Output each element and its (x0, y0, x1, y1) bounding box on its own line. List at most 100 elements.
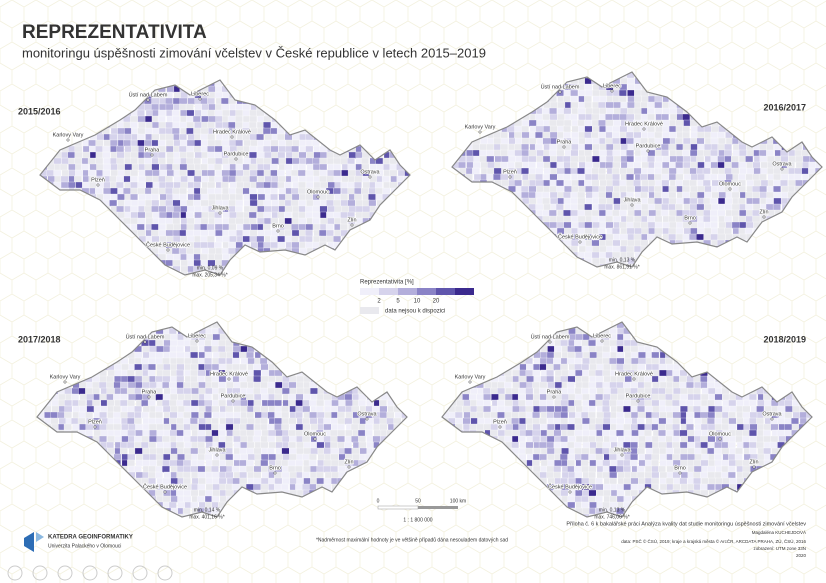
city-marker (762, 215, 766, 219)
city-marker (728, 187, 732, 191)
toolbar-button[interactable] (57, 565, 73, 581)
city-label: Brno (674, 465, 686, 471)
panel-label: 2015/2016 (18, 106, 61, 116)
city-label: Jihlava (211, 205, 229, 211)
scale-tick: 50 (415, 498, 421, 504)
legend-swatch (417, 288, 436, 295)
city-label: Zlín (749, 459, 758, 465)
city-label: Hradec Králové (213, 129, 251, 135)
country-outline (39, 79, 411, 276)
city-marker (218, 211, 222, 215)
city-marker (498, 425, 502, 429)
city-marker (552, 395, 556, 399)
country-outline (36, 321, 408, 518)
city-marker (347, 465, 351, 469)
city-label: Olomouc (719, 181, 741, 187)
city-marker (143, 340, 147, 344)
min-value: min. 0,13 % (609, 257, 636, 263)
city-label: Olomouc (304, 431, 326, 437)
city-label: Praha (145, 147, 161, 153)
city-marker (568, 490, 572, 494)
city-marker (147, 395, 151, 399)
city-marker (227, 377, 231, 381)
city-marker (368, 175, 372, 179)
legend-break: 20 (433, 299, 440, 305)
city-marker (313, 437, 317, 441)
city-label: České Budějovice (558, 233, 602, 240)
country-outline (451, 71, 823, 268)
toolbar-button[interactable] (132, 565, 148, 581)
city-marker (365, 417, 369, 421)
city-marker (548, 340, 552, 344)
credit-line: Magdaléna KUCHEJDOVÁ (752, 529, 806, 535)
city-label: Liberec (191, 91, 209, 97)
credit-line: data: PSČ © ČSÚ, 2019; kraje a krajská m… (621, 538, 806, 544)
min-value: min. 0,13 % (599, 507, 626, 513)
city-label: Hradec Králové (210, 371, 248, 377)
toolbar-button[interactable] (82, 565, 98, 581)
credit-line: Příloha č. 6 k bakalářské práci Analýza … (566, 521, 806, 527)
scale-ratio: 1 : 1 800 000 (403, 517, 432, 523)
city-marker (562, 145, 566, 149)
legend-swatch (379, 288, 398, 295)
legend-no-data-swatch (360, 307, 379, 314)
city-label: Praha (142, 389, 158, 395)
city-marker (678, 471, 682, 475)
legend-break: 2 (377, 299, 381, 305)
city-marker (195, 339, 199, 343)
city-label: Zlín (344, 459, 353, 465)
city-label: Hradec Králové (625, 121, 663, 127)
city-label: Brno (684, 215, 696, 221)
legend-swatch (360, 288, 379, 295)
city-marker (770, 417, 774, 421)
city-label: Plzeň (91, 177, 105, 183)
city-label: Plzeň (493, 419, 507, 425)
city-marker (231, 399, 235, 403)
toolbar-button[interactable] (32, 565, 48, 581)
city-label: Praha (557, 139, 573, 145)
legend-swatch (398, 288, 417, 295)
footnote: *Nadměrnost maximální hodnoty je ve větš… (316, 536, 508, 543)
city-label: Karlovy Vary (465, 124, 496, 130)
city-label: Ostrava (357, 411, 377, 417)
city-marker (478, 130, 482, 134)
scale-tick: 100 km (450, 498, 466, 504)
city-label: Pardubice (626, 393, 651, 399)
city-marker (620, 453, 624, 457)
logo-university: Univerzita Palackého v Olomouci (48, 543, 121, 549)
legend-swatch (436, 288, 455, 295)
toolbar-button[interactable] (107, 565, 123, 581)
city-marker (752, 465, 756, 469)
city-label: Ostrava (762, 411, 782, 417)
country-outline (441, 321, 813, 518)
city-label: České Budějovice (146, 241, 190, 248)
city-label: Ostrava (360, 169, 380, 175)
credits: Příloha č. 6 k bakalářské práci Analýza … (566, 521, 806, 558)
city-label: Zlín (347, 217, 356, 223)
logo: KATEDRA GEOINFORMATIKY Univerzita Palack… (24, 532, 133, 552)
city-marker (642, 127, 646, 131)
city-label: Pardubice (636, 143, 661, 149)
city-marker (688, 221, 692, 225)
panel-label: 2018/2019 (763, 334, 806, 344)
subtitle: monitoringu úspěšnosti zimování včelstev… (22, 45, 486, 60)
toolbar-button[interactable] (7, 565, 23, 581)
legend-title: Reprezentativita [%] (360, 280, 414, 286)
legend-no-data: data nejsou k dispozici (385, 309, 445, 315)
city-label: Pardubice (224, 151, 249, 157)
city-label: Plzeň (503, 169, 517, 175)
city-label: Olomouc (307, 189, 329, 195)
city-marker (198, 97, 202, 101)
city-marker (508, 175, 512, 179)
city-marker (163, 490, 167, 494)
city-marker (780, 167, 784, 171)
city-label: Praha (547, 389, 563, 395)
city-label: České Budějovice (143, 483, 187, 490)
city-marker (93, 425, 97, 429)
city-label: Zlín (759, 209, 768, 215)
city-marker (718, 437, 722, 441)
min-value: min. 0,09 % (197, 265, 224, 271)
city-marker (63, 380, 67, 384)
city-label: Liberec (603, 83, 621, 89)
toolbar-button[interactable] (157, 565, 173, 581)
